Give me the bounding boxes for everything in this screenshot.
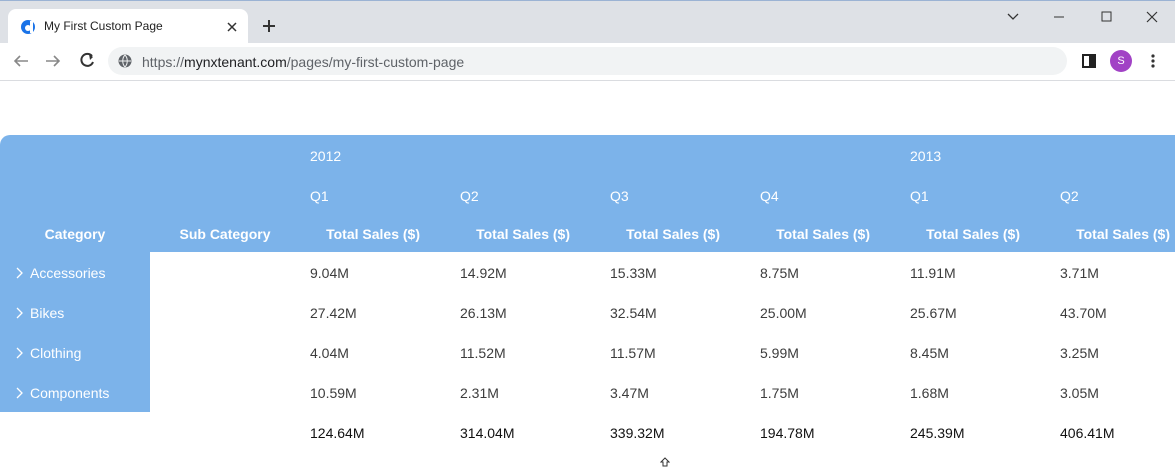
- url-scheme: https://: [142, 54, 185, 70]
- cell-value: 11.91M: [910, 265, 956, 281]
- url-host: mynxtenant.com: [184, 54, 287, 70]
- row-header: Category: [44, 226, 106, 242]
- table-header: [0, 135, 1175, 252]
- total-value: 339.32M: [610, 425, 665, 441]
- measure-header: Total Sales ($): [326, 226, 420, 242]
- quarter-header: Q3: [610, 188, 629, 204]
- window-controls[interactable]: [1006, 9, 1166, 25]
- measure-header: Total Sales ($): [1076, 226, 1170, 242]
- cell-value: 4.04M: [310, 345, 349, 361]
- cell-value: 25.00M: [760, 305, 807, 321]
- cell-value: 8.75M: [760, 265, 799, 281]
- cell-value: 14.92M: [460, 265, 507, 281]
- quarter-header: Q1: [310, 188, 329, 204]
- menu[interactable]: [1150, 53, 1156, 69]
- year-header: 2013: [910, 148, 942, 164]
- cell-value: 27.42M: [310, 305, 357, 321]
- quarter-header: Q2: [460, 188, 479, 204]
- category-label: Bikes: [30, 305, 65, 321]
- expand-chevron[interactable]: [14, 306, 24, 320]
- toolbar: https://mynxtenant.com/pages/my-first-cu…: [0, 43, 1175, 81]
- profile-avatar[interactable]: S: [1110, 50, 1132, 72]
- sub-header: Sub Category: [179, 226, 271, 242]
- measure-header: Total Sales ($): [926, 226, 1020, 242]
- total-value: 314.04M: [460, 425, 515, 441]
- measure-header: Total Sales ($): [476, 226, 570, 242]
- cell-value: 15.33M: [610, 265, 657, 281]
- cell-value: 8.45M: [910, 345, 949, 361]
- address-bar[interactable]: https://mynxtenant.com/pages/my-first-cu…: [108, 47, 1067, 75]
- nav-buttons[interactable]: [12, 52, 102, 70]
- cell-value: 9.04M: [310, 265, 349, 281]
- measure-header: Total Sales ($): [626, 226, 720, 242]
- url: https://mynxtenant.com/pages/my-first-cu…: [142, 54, 464, 70]
- site-info[interactable]: [118, 54, 132, 68]
- total-value: 124.64M: [310, 425, 365, 441]
- cell-value: 11.52M: [460, 345, 506, 361]
- expand-chevron[interactable]: [14, 266, 24, 280]
- category-label: Components: [30, 385, 110, 401]
- category-label: Accessories: [30, 265, 106, 281]
- cell-value: 43.70M: [1060, 305, 1107, 321]
- favicon: [21, 20, 35, 34]
- cursor: [660, 457, 670, 467]
- quarter-header: Q2: [1060, 188, 1079, 204]
- page-content: Category Sub Category 2012 Q1 Total Sales …: [0, 81, 1175, 467]
- tab-title: My First Custom Page: [44, 19, 163, 33]
- cell-value: 26.13M: [460, 305, 507, 321]
- new-tab[interactable]: [262, 19, 276, 33]
- cell-value: 5.99M: [760, 345, 799, 361]
- expand-chevron[interactable]: [14, 386, 24, 400]
- cell-value: 1.75M: [760, 385, 799, 401]
- url-path: /pages/my-first-custom-page: [286, 54, 465, 70]
- category-label: Clothing: [30, 345, 82, 361]
- cell-value: 1.68M: [910, 385, 949, 401]
- year-header: 2012: [310, 148, 342, 164]
- total-value: 194.78M: [760, 425, 815, 441]
- cell-value: 3.71M: [1060, 265, 1099, 281]
- side-panel[interactable]: [1082, 54, 1096, 68]
- tab[interactable]: My First Custom Page: [8, 9, 248, 44]
- cell-value: 3.47M: [610, 385, 649, 401]
- tab-strip: My First Custom Page: [0, 0, 1175, 44]
- total-value: 245.39M: [910, 425, 965, 441]
- cell-value: 10.59M: [310, 385, 357, 401]
- measure-header: Total Sales ($): [776, 226, 870, 242]
- cell-value: 32.54M: [610, 305, 657, 321]
- cell-value: 11.57M: [610, 345, 656, 361]
- quarter-header: Q1: [910, 188, 929, 204]
- quarter-header: Q4: [760, 188, 779, 204]
- cell-value: 3.25M: [1060, 345, 1099, 361]
- cell-value: 3.05M: [1060, 385, 1099, 401]
- cell-value: 2.31M: [460, 385, 499, 401]
- category-column: [0, 252, 150, 412]
- cell-value: 25.67M: [910, 305, 957, 321]
- close-tab[interactable]: [226, 21, 238, 33]
- total-value: 406.41M: [1060, 425, 1115, 441]
- expand-chevron[interactable]: [14, 346, 24, 360]
